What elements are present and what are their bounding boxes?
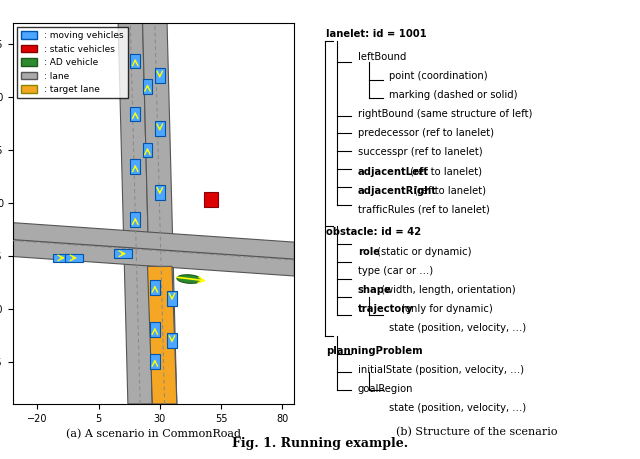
Polygon shape <box>13 240 294 276</box>
Polygon shape <box>143 23 177 404</box>
Text: predecessor (ref to lanelet): predecessor (ref to lanelet) <box>358 129 493 139</box>
Text: (ref to lanelet): (ref to lanelet) <box>406 167 481 177</box>
Text: (static or dynamic): (static or dynamic) <box>374 246 472 257</box>
Text: marking (dashed or solid): marking (dashed or solid) <box>389 90 518 101</box>
Polygon shape <box>150 322 160 337</box>
Legend: : moving vehicles, : static vehicles, : AD vehicle, : lane, : target lane: : moving vehicles, : static vehicles, : … <box>17 28 127 98</box>
Text: type (car or …): type (car or …) <box>358 266 433 275</box>
Polygon shape <box>147 266 177 404</box>
Polygon shape <box>143 79 152 94</box>
Text: trajectory: trajectory <box>358 304 413 313</box>
Polygon shape <box>131 106 140 121</box>
Polygon shape <box>13 223 294 259</box>
Polygon shape <box>53 254 70 262</box>
Text: adjacentRight: adjacentRight <box>358 185 436 196</box>
Polygon shape <box>167 333 177 348</box>
X-axis label: (a) A scenario in CommonRoad: (a) A scenario in CommonRoad <box>66 429 241 440</box>
Polygon shape <box>65 254 83 262</box>
Text: successpr (ref to lanelet): successpr (ref to lanelet) <box>358 147 483 157</box>
Ellipse shape <box>177 275 202 283</box>
Text: (ref to lanelet): (ref to lanelet) <box>411 185 486 196</box>
Text: (b) Structure of the scenario: (b) Structure of the scenario <box>396 427 557 437</box>
Text: lanelet: id = 1001: lanelet: id = 1001 <box>326 29 427 39</box>
Text: state (position, velocity, …): state (position, velocity, …) <box>389 323 526 333</box>
Polygon shape <box>150 354 160 369</box>
Text: Fig. 1. Running example.: Fig. 1. Running example. <box>232 437 408 450</box>
Polygon shape <box>155 185 164 200</box>
Polygon shape <box>143 143 152 157</box>
Polygon shape <box>118 23 152 404</box>
Polygon shape <box>131 159 140 174</box>
Text: shape: shape <box>358 285 392 295</box>
Polygon shape <box>167 291 177 306</box>
Text: goalRegion: goalRegion <box>358 384 413 394</box>
Text: leftBound: leftBound <box>358 52 406 62</box>
Text: adjacentLeft: adjacentLeft <box>358 167 429 177</box>
Text: point (coordination): point (coordination) <box>389 71 488 81</box>
Polygon shape <box>131 213 140 227</box>
Polygon shape <box>155 68 164 83</box>
Text: rightBound (same structure of left): rightBound (same structure of left) <box>358 109 532 119</box>
Polygon shape <box>204 192 218 207</box>
Text: obstacle: id = 42: obstacle: id = 42 <box>326 228 421 237</box>
Polygon shape <box>115 249 132 258</box>
Text: initialState (position, velocity, …): initialState (position, velocity, …) <box>358 364 524 375</box>
Polygon shape <box>155 121 164 136</box>
Text: (only for dynamic): (only for dynamic) <box>398 304 493 313</box>
Polygon shape <box>131 54 140 68</box>
Text: (width, length, orientation): (width, length, orientation) <box>378 285 516 295</box>
Text: role: role <box>358 246 380 257</box>
Text: state (position, velocity, …): state (position, velocity, …) <box>389 403 526 413</box>
Text: planningProblem: planningProblem <box>326 346 423 356</box>
Text: trafficRules (ref to lanelet): trafficRules (ref to lanelet) <box>358 205 490 215</box>
Polygon shape <box>150 280 160 295</box>
